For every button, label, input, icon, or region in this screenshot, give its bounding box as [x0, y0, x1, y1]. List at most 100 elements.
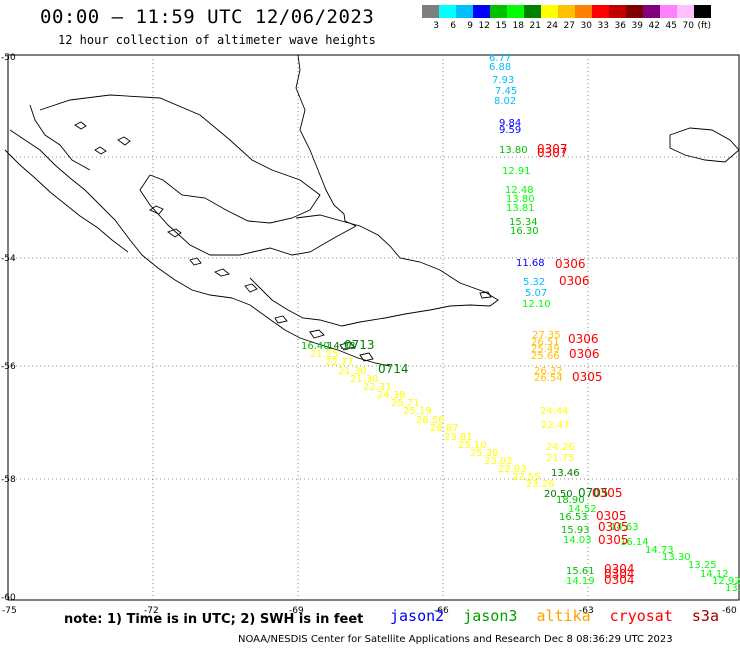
colorbar-label: 70 — [682, 21, 694, 31]
reading: 18.90 — [556, 495, 585, 506]
reading: 25.19 — [403, 406, 432, 417]
colorbar-swatch — [507, 5, 524, 18]
reading: 14.63 — [610, 522, 639, 533]
reading: 13.80 — [506, 194, 535, 205]
chart-subtitle: 12 hour collection of altimeter wave hei… — [58, 33, 376, 47]
reading: 15.34 — [509, 217, 538, 228]
reading: 14.73 — [645, 545, 674, 556]
colorbar — [422, 5, 711, 18]
grid — [8, 55, 739, 600]
colorbar-label: 9 — [467, 21, 473, 31]
pass-time: 0306 — [569, 347, 600, 361]
colorbar-label: 42 — [648, 21, 660, 31]
colorbar-label: 21 — [529, 21, 541, 31]
reading: 23.81 — [444, 432, 473, 443]
y-tick: -54 — [1, 254, 16, 264]
reading: 12.48 — [505, 185, 534, 196]
colorbar-swatch — [626, 5, 643, 18]
reading: 14.03 — [563, 535, 592, 546]
reading: 9.59 — [499, 125, 521, 136]
colorbar-label: 27 — [563, 21, 575, 31]
reading: 13.25 — [688, 560, 717, 571]
reading: 27.35 — [532, 330, 561, 341]
reading: 26.51 — [531, 337, 560, 348]
x-axis-labels: -75 -72 -69 -66 -63 -60 — [2, 606, 737, 616]
colorbar-swatch — [439, 5, 456, 18]
colorbar-label: 39 — [631, 21, 643, 31]
legend-jason2: jason2 — [390, 607, 445, 625]
reading: 26.32 — [534, 366, 563, 377]
satellite-legend: jason2 jason3 altika cryosat s3a — [390, 607, 729, 625]
colorbar-swatch — [643, 5, 660, 18]
colorbar-swatch — [524, 5, 541, 18]
colorbar-swatch — [677, 5, 694, 18]
reading: 15.61 — [566, 566, 595, 577]
pass-time-labels: 0307 0307 0306 0306 0306 0306 0305 0305 … — [537, 142, 635, 587]
reading: 9.84 — [499, 118, 521, 129]
reading: 25.49 — [531, 344, 560, 355]
reading: 22.47 — [541, 420, 570, 431]
colorbar-swatch — [609, 5, 626, 18]
pass-time: 0307 — [537, 146, 568, 160]
reading: 11.68 — [516, 258, 545, 269]
reading: 21.25 — [310, 349, 339, 360]
reading: 5.07 — [525, 288, 547, 299]
y-axis-labels: -50 -54 -56 -58 -60 — [1, 53, 16, 603]
reading: 25.66 — [531, 351, 560, 362]
coastline — [4, 54, 740, 367]
reading: 22.77 — [325, 357, 354, 368]
reading: 0714 — [378, 362, 409, 376]
legend-jason3: jason3 — [463, 607, 518, 625]
colorbar-swatch — [490, 5, 507, 18]
footer-note: note: 1) Time is in UTC; 2) SWH is in fe… — [64, 612, 364, 627]
reading: 12.10 — [522, 299, 551, 310]
reading: 7.45 — [495, 86, 517, 97]
colorbar-swatch — [660, 5, 677, 18]
x-tick: -66 — [434, 606, 449, 616]
x-tick: -72 — [144, 606, 159, 616]
reading: 20.50 — [544, 489, 573, 500]
reading: 13.7 — [725, 583, 740, 594]
colorbar-label: 3 — [433, 21, 439, 31]
reading: 21.75 — [546, 453, 575, 464]
legend-altika: altika — [536, 607, 591, 625]
x-tick: -69 — [289, 606, 304, 616]
colorbar-label: 6 — [450, 21, 456, 31]
colorbar-swatch — [541, 5, 558, 18]
colorbar-label: 45 — [665, 21, 677, 31]
colorbar-swatch — [473, 5, 490, 18]
reading: 21.30 — [350, 374, 379, 385]
colorbar-label: 24 — [546, 21, 558, 31]
reading: 25.71 — [391, 398, 420, 409]
reading: 16.14 — [620, 537, 649, 548]
pass-time: 0305 — [598, 520, 629, 534]
colorbar-swatch — [422, 5, 439, 18]
reading: 24.38 — [377, 390, 406, 401]
reading: 22.55 — [512, 472, 541, 483]
reading: 14.12 — [700, 569, 729, 580]
footer-credit: NOAA/NESDIS Center for Satellite Applica… — [238, 634, 673, 645]
colorbar-swatch — [694, 5, 711, 18]
reading: 13.81 — [506, 203, 535, 214]
colorbar-label: 33 — [597, 21, 609, 31]
colorbar-swatch — [558, 5, 575, 18]
pass-time: 0306 — [559, 274, 590, 288]
x-tick: -75 — [2, 606, 17, 616]
colorbar-labels: 3 6 9 12 15 18 21 24 27 30 33 36 39 42 45 70 (ft) — [422, 21, 711, 31]
reading: 14.52 — [568, 504, 597, 515]
pass-time: 0306 — [555, 257, 586, 271]
colorbar-label: 12 — [478, 21, 490, 31]
pass-time: 0305 — [598, 533, 629, 547]
pass-time: 0304 — [604, 573, 635, 587]
pass-time: 0305 — [592, 486, 623, 500]
reading: 13.46 — [551, 468, 580, 479]
colorbar-swatch — [575, 5, 592, 18]
colorbar-label: 36 — [614, 21, 626, 31]
pass-time: 0304 — [604, 562, 635, 576]
pass-time: 0306 — [568, 332, 599, 346]
reading: 8.02 — [494, 96, 516, 107]
reading: 22.83 — [498, 464, 527, 475]
reading: 0705 — [578, 486, 609, 500]
pass-time: 0304 — [604, 567, 635, 581]
